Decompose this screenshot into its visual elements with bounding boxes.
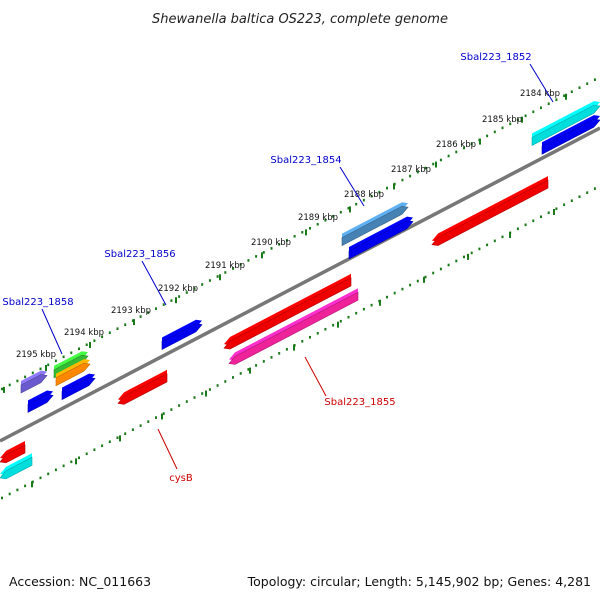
- gene-arrow-blue[interactable]: [27, 390, 54, 413]
- gene-label-sbal223-1852[interactable]: Sbal223_1852: [460, 52, 531, 63]
- gene-arrow-red[interactable]: [0, 440, 26, 464]
- tick-labels: 2184 kbp 2185 kbp 2186 kbp 2187 kbp 2188 kbp…: [16, 89, 560, 360]
- gene-arrow-blue[interactable]: [348, 216, 414, 260]
- callout-leader-line: [141, 260, 167, 306]
- scale-ruler-lower: [1, 187, 596, 500]
- callout-sbal223-1852: Sbal223_1852: [460, 52, 554, 103]
- gene-arrow-cyan[interactable]: [0, 453, 33, 480]
- gene-arrow-sbal223-1856[interactable]: [161, 319, 203, 350]
- topology-text: Topology: circular; Length: 5,145,902 bp…: [247, 574, 591, 589]
- gene-label-sbal223-1856[interactable]: Sbal223_1856: [104, 249, 175, 260]
- gene-label-cysb[interactable]: cysB: [169, 473, 193, 484]
- callout-sbal223-1855: Sbal223_1855: [304, 356, 396, 408]
- tick-label: 2184 kbp: [520, 89, 560, 99]
- gene-arrow-sbal223-1854[interactable]: [341, 202, 409, 247]
- gene-label-sbal223-1854[interactable]: Sbal223_1854: [270, 155, 341, 166]
- callout-cysb: cysB: [157, 428, 193, 484]
- gene-arrow-blue[interactable]: [61, 373, 96, 401]
- gene-arrow-orange[interactable]: [55, 359, 91, 387]
- tick-label: 2194 kbp: [64, 328, 104, 338]
- tick-label: 2187 kbp: [391, 165, 431, 175]
- genome-backbone: [0, 126, 600, 443]
- gene-arrow-red[interactable]: [431, 176, 549, 246]
- callout-leader-line: [157, 428, 178, 470]
- gene-arrow-blue[interactable]: [541, 115, 600, 155]
- tick-label: 2190 kbp: [251, 238, 291, 248]
- tick-label: 2191 kbp: [205, 261, 245, 271]
- callout-sbal223-1856: Sbal223_1856: [104, 249, 176, 306]
- tick-label: 2189 kbp: [298, 213, 338, 223]
- accession-text: Accession: NC_011663: [9, 574, 152, 589]
- map-title: Shewanella baltica OS223, complete genom…: [152, 12, 448, 27]
- gene-label-sbal223-1855[interactable]: Sbal223_1855: [324, 397, 395, 408]
- tick-label: 2195 kbp: [16, 350, 56, 360]
- tick-label: 2186 kbp: [436, 140, 476, 150]
- gene-arrow-cyan[interactable]: [531, 101, 600, 146]
- callout-sbal223-1854: Sbal223_1854: [270, 155, 365, 207]
- callout-leader-line: [339, 166, 365, 207]
- callout-leader-line: [41, 308, 63, 355]
- gene-label-sbal223-1858[interactable]: Sbal223_1858: [2, 297, 73, 308]
- callout-sbal223-1858: Sbal223_1858: [2, 297, 74, 355]
- tick-label: 2192 kbp: [158, 284, 198, 294]
- tick-label: 2188 kbp: [344, 190, 384, 200]
- gene-arrow-sbal223-1855[interactable]: [228, 288, 359, 365]
- callout-leader-line: [529, 63, 554, 103]
- gene-features: [0, 101, 600, 480]
- gene-arrow-sbal223-1858[interactable]: [20, 370, 48, 394]
- gene-arrow-red[interactable]: [223, 273, 352, 350]
- gene-callouts: Sbal223_1852 Sbal223_1854 Sbal223_1856 Sbal…: [2, 52, 554, 484]
- tick-label: 2185 kbp: [482, 115, 522, 125]
- tick-label: 2193 kbp: [111, 306, 151, 316]
- gene-arrow-cysb[interactable]: [117, 369, 168, 405]
- scale-ruler-upper: [1, 78, 596, 393]
- callout-leader-line: [304, 356, 327, 397]
